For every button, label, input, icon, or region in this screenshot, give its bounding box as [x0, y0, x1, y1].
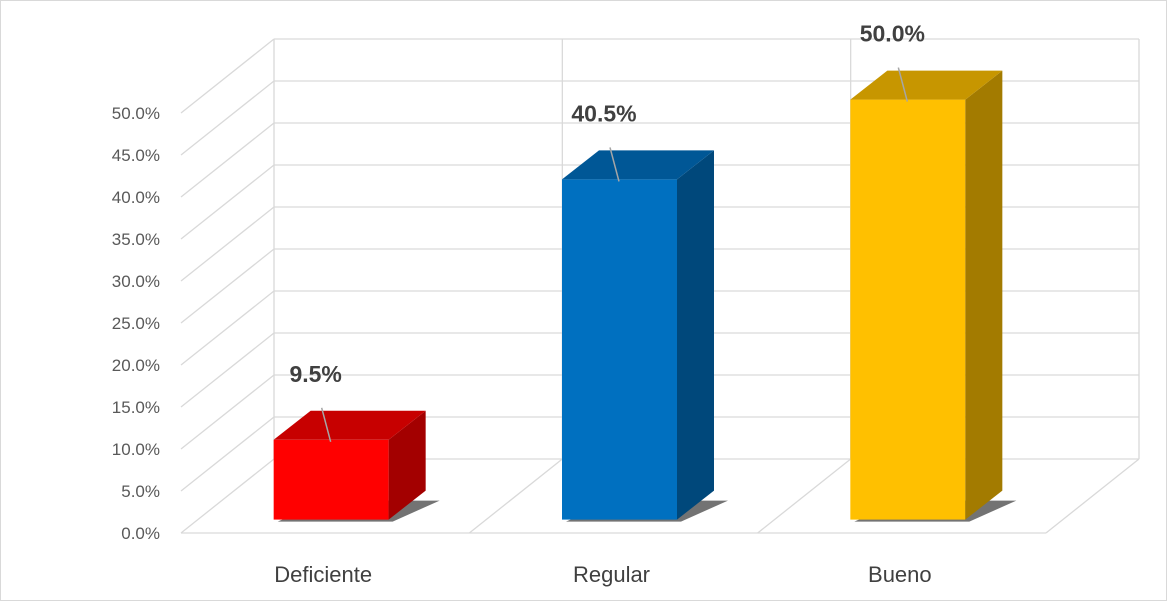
y-tick-label: 0.0% [121, 524, 160, 543]
gridline-side [180, 38, 275, 114]
y-tick-label: 35.0% [112, 230, 160, 249]
data-label-leader [320, 407, 332, 442]
floor-right-edge [1045, 458, 1140, 534]
gridline-side [180, 248, 275, 324]
gridline-side [180, 206, 275, 282]
y-axis-tick-labels: 0.0% 5.0% 10.0% 15.0% 20.0% 25.0% 30.0% 35.0% 40… [112, 104, 160, 543]
x-category-label: Deficiente [274, 562, 372, 587]
bar-side-bueno [965, 70, 1003, 520]
y-tick-label: 20.0% [112, 356, 160, 375]
data-label-leader [897, 67, 909, 102]
y-tick-label: 30.0% [112, 272, 160, 291]
gridline-side [180, 80, 275, 156]
y-tick-label: 25.0% [112, 314, 160, 333]
gridline-side [180, 416, 275, 492]
gridline-side [180, 458, 275, 534]
gridline-side [180, 332, 275, 408]
data-label: 50.0% [860, 21, 925, 47]
y-tick-label: 5.0% [121, 482, 160, 501]
bars [273, 70, 1017, 522]
gridline-side [180, 164, 275, 240]
bar-top-regular [562, 150, 714, 180]
data-label: 9.5% [289, 361, 341, 387]
data-labels: 9.5% 40.5% 50.0% [289, 21, 925, 442]
data-label-leader [609, 147, 620, 182]
x-category-label: Bueno [868, 562, 932, 587]
bar-top-bueno [850, 70, 1003, 100]
bar-regular [562, 179, 677, 520]
data-label: 40.5% [571, 100, 636, 126]
gridline-side [180, 122, 275, 198]
x-axis-category-labels: Deficiente Regular Bueno [274, 562, 931, 587]
bar-bueno [850, 99, 966, 520]
gridline-side [180, 290, 275, 366]
y-tick-label: 40.0% [112, 188, 160, 207]
y-tick-label: 50.0% [112, 104, 160, 123]
y-tick-label: 45.0% [112, 146, 160, 165]
bar-top-deficiente [273, 410, 426, 440]
x-category-label: Regular [573, 562, 650, 587]
bar-side-regular [677, 150, 714, 520]
floor-divider [468, 458, 563, 534]
bar-side-deficiente [388, 410, 426, 520]
bar-deficiente [273, 439, 389, 520]
floor-divider [757, 458, 852, 534]
gridline-side [180, 374, 275, 450]
y-tick-label: 15.0% [112, 398, 160, 417]
y-tick-label: 10.0% [112, 440, 160, 459]
